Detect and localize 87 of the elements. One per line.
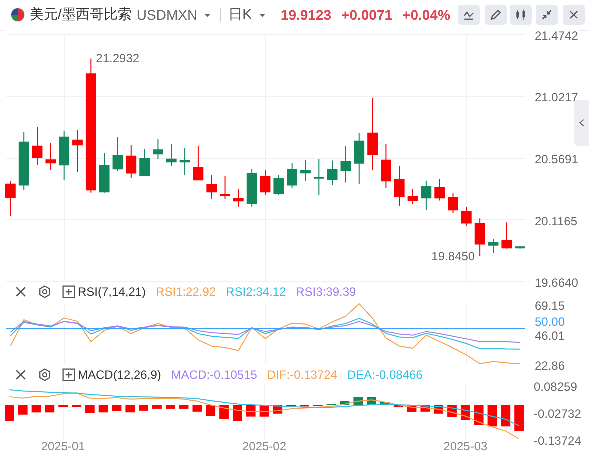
bar bbox=[5, 405, 14, 422]
candlestick bbox=[180, 148, 190, 176]
candlestick bbox=[354, 132, 365, 185]
y-tick-label: 46.01 bbox=[535, 328, 566, 343]
bar bbox=[232, 405, 242, 422]
bar bbox=[501, 405, 511, 427]
line-series bbox=[9, 392, 520, 440]
candlestick bbox=[112, 136, 124, 172]
candlestick bbox=[394, 166, 405, 207]
candlestick bbox=[488, 238, 499, 254]
ref-line-label: 50.00 bbox=[535, 314, 566, 329]
bar bbox=[220, 405, 229, 420]
candlestick bbox=[368, 98, 378, 171]
candlestick bbox=[421, 180, 432, 211]
candlestick bbox=[32, 126, 43, 166]
candlestick bbox=[448, 193, 458, 214]
candlestick bbox=[126, 144, 137, 179]
candlestick bbox=[260, 170, 271, 196]
line-series bbox=[10, 304, 521, 364]
bar bbox=[85, 405, 95, 414]
y-tick-label: 22.86 bbox=[535, 359, 566, 373]
bar bbox=[246, 405, 256, 417]
candlestick bbox=[300, 160, 311, 182]
text: 日K bbox=[228, 6, 252, 24]
candlestick bbox=[193, 146, 204, 181]
y-tick-label: 69.15 bbox=[535, 299, 566, 313]
candlestick bbox=[274, 174, 284, 196]
candlestick bbox=[233, 188, 244, 208]
bar bbox=[166, 405, 176, 409]
bar bbox=[179, 405, 189, 409]
text: DEA:-0.08466 bbox=[347, 368, 423, 382]
bar bbox=[98, 405, 108, 413]
candlestick bbox=[381, 144, 392, 189]
bar bbox=[45, 405, 55, 413]
annotation: 19.8450 bbox=[432, 249, 476, 264]
line-series bbox=[9, 390, 520, 427]
x-tick-label: 2025-01 bbox=[41, 440, 86, 454]
y-tick-label: 20.1165 bbox=[535, 214, 578, 228]
bar bbox=[192, 405, 202, 412]
candlestick bbox=[166, 144, 177, 167]
bar bbox=[152, 405, 162, 409]
bar bbox=[139, 405, 148, 411]
y-tick-label: 19.6640 bbox=[535, 276, 579, 290]
chart-subtitle: USDMXN bbox=[136, 7, 198, 23]
candlestick bbox=[461, 206, 472, 227]
candlestick bbox=[340, 146, 352, 184]
series-label: RSI3:39.39 bbox=[296, 285, 356, 299]
candlestick bbox=[474, 218, 486, 257]
candlestick bbox=[434, 178, 446, 202]
candlestick bbox=[408, 188, 418, 205]
candlestick bbox=[140, 148, 150, 177]
candlestick bbox=[72, 130, 83, 173]
legend-title: RSI(7,14,21) bbox=[78, 285, 146, 299]
text: 19.9123 bbox=[280, 7, 332, 23]
candlestick bbox=[314, 158, 324, 196]
bar bbox=[18, 405, 28, 415]
text: RSI2:34.12 bbox=[226, 285, 286, 299]
y-tick-label: -0.02732 bbox=[534, 407, 582, 421]
candlestick bbox=[327, 160, 338, 186]
text: RSI1:22.92 bbox=[156, 285, 216, 299]
text: +0.0071 bbox=[342, 7, 393, 23]
chart-title: 美元/墨西哥比索 bbox=[30, 6, 132, 24]
y-tick-label: 21.0217 bbox=[535, 90, 579, 105]
bar bbox=[126, 405, 136, 413]
bar bbox=[514, 405, 524, 432]
bar bbox=[112, 405, 122, 412]
annotation: 21.2932 bbox=[96, 52, 140, 66]
x-tick-label: 2025-02 bbox=[242, 440, 287, 454]
y-tick-label: 20.5691 bbox=[535, 152, 579, 166]
candlestick bbox=[220, 176, 230, 200]
candlestick bbox=[206, 175, 218, 200]
legend-title: MACD(12,26,9) bbox=[78, 368, 162, 382]
candlestick bbox=[287, 162, 298, 189]
x-tick-label: 2025-03 bbox=[444, 440, 488, 454]
bar bbox=[32, 405, 42, 413]
candlestick bbox=[153, 138, 164, 160]
y-tick-label: -0.13724 bbox=[534, 434, 582, 448]
y-tick-label: 21.4742 bbox=[535, 29, 579, 43]
text: MACD:-0.10515 bbox=[171, 368, 258, 382]
candlestick bbox=[502, 222, 512, 250]
text: +0.04% bbox=[402, 7, 450, 23]
series-label: DIF:-0.13724 bbox=[267, 368, 338, 382]
candlestick bbox=[46, 142, 56, 171]
y-tick-label: 0.08259 bbox=[534, 380, 578, 394]
bar bbox=[206, 405, 216, 416]
line-series bbox=[10, 321, 521, 344]
candlestick bbox=[6, 181, 16, 217]
